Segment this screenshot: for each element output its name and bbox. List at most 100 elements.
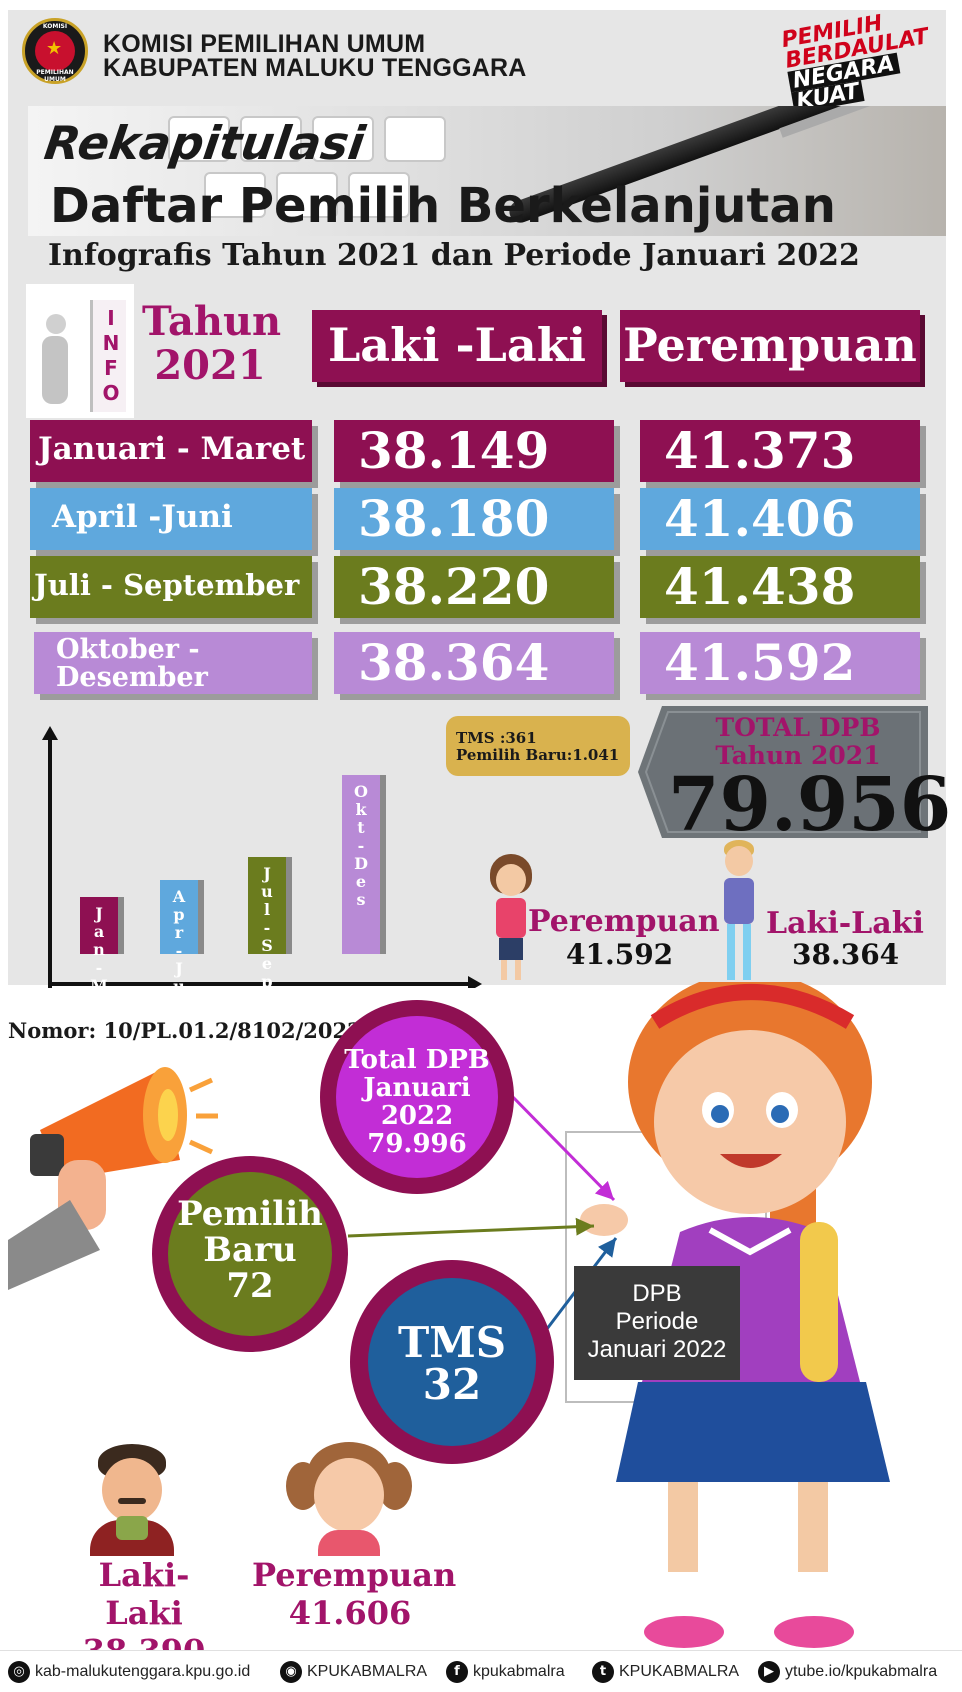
total-dpb-jan-2022-circle: Total DPB Januari 2022 79.996 xyxy=(320,1000,514,1194)
pemilih-baru-line2: Baru xyxy=(203,1230,297,1270)
keyboard-key xyxy=(276,172,338,218)
man-avatar-icon xyxy=(86,1444,178,1556)
subtitle: Infografis Tahun 2021 dan Periode Januar… xyxy=(48,238,860,273)
logo-bottom-text: PEMILIHAN UMUM xyxy=(36,69,74,83)
twitter-icon: t xyxy=(592,1661,614,1683)
male-value-q3: 38.220 xyxy=(334,556,614,618)
total-title: TOTAL DPB Tahun 2021 xyxy=(688,714,908,770)
instagram-text: KPUKABMALRA xyxy=(307,1663,428,1681)
male-label-2021: Laki-Laki xyxy=(766,906,924,941)
chart-axes xyxy=(42,726,482,988)
male-value-q2: 38.180 xyxy=(334,488,614,550)
keyboard-key xyxy=(348,172,410,218)
column-header-male: Laki -Laki xyxy=(312,310,602,382)
total-title-line1: TOTAL DPB xyxy=(715,713,881,742)
footer-instagram[interactable]: ◉ KPUKABMALRA xyxy=(280,1661,427,1683)
logo-emblem xyxy=(35,31,75,71)
facebook-icon: f xyxy=(446,1661,468,1683)
sign-line3: Januari 2022 xyxy=(587,1336,727,1363)
tms-label-text: TMS xyxy=(397,1318,507,1367)
total-jan-value: 79.996 xyxy=(367,1129,467,1159)
keyboard-key xyxy=(168,116,230,162)
female-label-2022-text: Perempuan xyxy=(252,1556,457,1594)
globe-icon: ◎ xyxy=(8,1661,30,1683)
year-label-number: 2021 xyxy=(154,342,266,389)
tms-circle: TMS 32 xyxy=(350,1260,554,1464)
instagram-icon: ◉ xyxy=(280,1661,302,1683)
website-text: kab-malukutenggara.kpu.go.id xyxy=(35,1663,251,1681)
main-title: Daftar Pemilih Berkelanjutan xyxy=(50,178,836,234)
person-icon xyxy=(34,314,74,406)
column-header-female: Perempuan xyxy=(620,310,920,382)
female-label-2021: Perempuan xyxy=(528,904,720,939)
period-label-q4-line1: Oktober - xyxy=(56,634,200,665)
tms-value: 32 xyxy=(422,1360,482,1409)
female-value-q2: 41.406 xyxy=(640,488,920,550)
keyboard-key xyxy=(384,116,446,162)
sign-line1: DPB xyxy=(632,1280,682,1307)
woman-avatar-icon xyxy=(284,1442,414,1556)
female-value-q4: 41.592 xyxy=(640,632,920,694)
facebook-text: kpukabmalra xyxy=(473,1663,565,1681)
org-name-line2: KABUPATEN MALUKU TENGGARA xyxy=(103,54,527,82)
period-label-q4: Oktober - Desember xyxy=(34,632,312,694)
period-label-q1: Januari - Maret xyxy=(30,420,312,482)
sign-line2: Periode xyxy=(615,1308,699,1335)
footer-website[interactable]: ◎ kab-malukutenggara.kpu.go.id xyxy=(8,1661,250,1683)
year-label-word: Tahun xyxy=(142,298,282,345)
total-jan-label-line1: Total DPB xyxy=(344,1045,490,1075)
total-jan-label-line2: Januari xyxy=(363,1073,471,1103)
org-name-line1: KOMISI PEMILIHAN UMUM xyxy=(103,30,426,58)
kpu-logo: KOMISI ★ PEMILIHAN UMUM xyxy=(22,18,88,84)
female-value-2022: 41.606 xyxy=(288,1594,412,1632)
keyboard-key xyxy=(312,116,374,162)
total-jan-2022-label: Total DPB Januari 2022 79.996 xyxy=(320,1046,514,1158)
document-number: Nomor: 10/PL.01.2/8102/2022 xyxy=(8,1018,362,1043)
female-value-q3: 41.438 xyxy=(640,556,920,618)
pemilih-baru-circle: Pemilih Baru 72 xyxy=(152,1156,348,1352)
year-label: Tahun 2021 xyxy=(142,298,282,389)
footer-facebook[interactable]: f kpukabmalra xyxy=(446,1661,565,1683)
male-value-q4: 38.364 xyxy=(334,632,614,694)
total-box-shape xyxy=(638,706,928,838)
male-label-2022-text: Laki-Laki xyxy=(98,1556,190,1632)
youtube-icon: ▶ xyxy=(758,1661,780,1683)
total-value: 79.956 xyxy=(668,762,952,848)
girl-illustration xyxy=(560,972,946,1654)
period-label-q4-line2: Desember xyxy=(56,662,208,693)
star-icon: ★ xyxy=(46,38,63,59)
total-title-line2: Tahun 2021 xyxy=(715,741,881,770)
male-value-q1: 38.149 xyxy=(334,420,614,482)
pemilih-baru-label: Pemilih Baru 72 xyxy=(152,1196,348,1304)
keyboard-key xyxy=(204,172,266,218)
keyboard-key xyxy=(240,116,302,162)
female-value-2021: 41.592 xyxy=(566,938,674,971)
tms-note-tms: TMS :361 xyxy=(456,729,537,747)
logo-top-text: KOMISI xyxy=(42,23,68,30)
tms-note-pemilih-baru: Pemilih Baru:1.041 xyxy=(456,746,620,764)
pemilih-baru-line1: Pemilih xyxy=(177,1194,323,1234)
female-label-2022: Perempuan 41.606 xyxy=(252,1556,457,1632)
title-banner xyxy=(28,106,946,236)
footer-youtube[interactable]: ▶ ytube.io/kpukabmalra xyxy=(758,1661,937,1683)
footer-twitter[interactable]: t KPUKABMALRA xyxy=(592,1661,739,1683)
youtube-text: ytube.io/kpukabmalra xyxy=(785,1663,938,1681)
girl-figure-small xyxy=(486,854,536,984)
megaphone-icon xyxy=(0,1050,220,1290)
twitter-text: KPUKABMALRA xyxy=(619,1663,740,1681)
male-value-2021: 38.364 xyxy=(792,938,900,971)
period-label-q2: April -Juni xyxy=(30,488,312,550)
tms-label: TMS 32 xyxy=(350,1322,554,1406)
